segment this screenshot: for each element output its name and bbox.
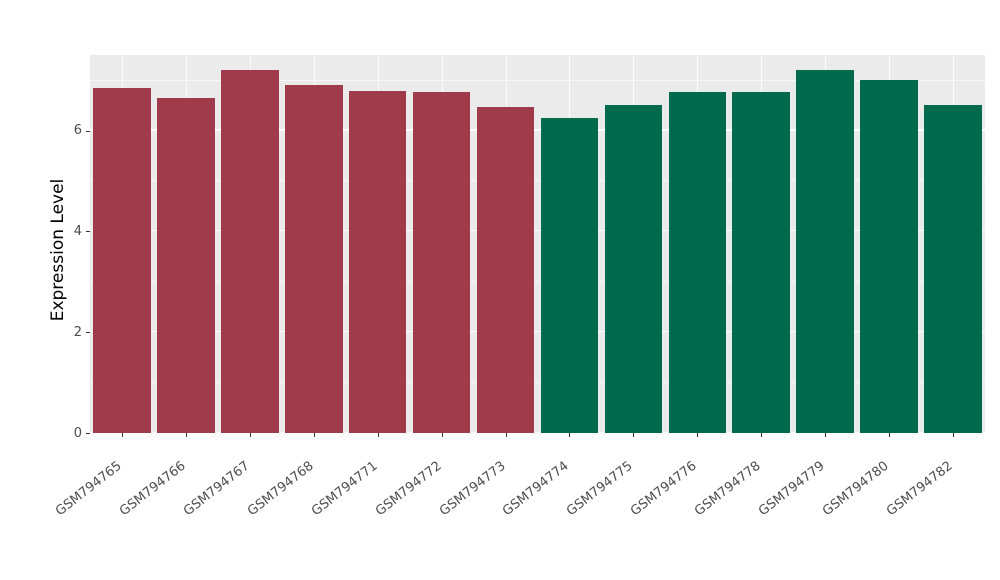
bar-GSM794782	[924, 105, 982, 433]
x-tick-mark	[569, 433, 571, 437]
plot-panel	[90, 55, 985, 433]
gridline-major	[90, 431, 985, 433]
x-tick-label: GSM794782	[884, 458, 956, 520]
x-tick-mark	[889, 433, 891, 437]
y-tick-mark	[86, 332, 90, 334]
bar-GSM794776	[668, 91, 727, 433]
y-tick-label: 0	[73, 425, 82, 441]
gridline-minor	[90, 180, 985, 181]
gridline-major	[90, 129, 985, 131]
x-tick-label: GSM794767	[180, 458, 253, 520]
y-tick-label: 2	[73, 324, 82, 340]
x-tick-mark	[377, 433, 379, 437]
x-tick-mark	[313, 433, 315, 437]
x-tick-mark	[825, 433, 827, 437]
y-tick-mark	[86, 231, 90, 233]
bar-GSM794767	[221, 70, 279, 433]
bar-GSM794774	[540, 118, 599, 433]
bar-GSM794778	[732, 91, 790, 433]
x-tick-label: GSM794772	[372, 458, 445, 520]
gridline-major	[90, 330, 985, 333]
bar-GSM794765	[93, 87, 151, 433]
gridline-major	[90, 230, 985, 232]
x-tick-label: GSM794768	[244, 458, 317, 520]
y-axis-title: Expression Level	[48, 178, 68, 322]
bar-GSM794768	[284, 85, 343, 433]
x-tick-mark	[505, 433, 507, 437]
x-tick-mark	[121, 433, 123, 437]
x-tick-label: GSM794766	[116, 458, 189, 520]
gridline-minor	[90, 79, 985, 81]
y-tick-label: 6	[73, 123, 82, 139]
y-tick-mark	[86, 433, 90, 434]
gridline-minor	[90, 381, 985, 383]
bar-GSM794779	[796, 70, 854, 433]
x-tick-mark	[697, 433, 699, 437]
x-tick-label: GSM794780	[820, 458, 892, 520]
y-tick-label: 4	[73, 223, 82, 239]
bar-GSM794775	[604, 105, 663, 433]
bar-GSM794771	[348, 91, 407, 433]
gridline-minor	[90, 281, 985, 282]
bar-GSM794773	[476, 106, 535, 433]
x-tick-mark	[249, 433, 251, 437]
y-tick-mark	[86, 130, 90, 132]
x-tick-mark	[633, 433, 635, 437]
x-tick-mark	[953, 433, 955, 437]
x-tick-mark	[761, 433, 763, 437]
bar-GSM794772	[412, 91, 471, 433]
x-tick-mark	[441, 433, 443, 437]
x-tick-mark	[185, 433, 187, 437]
x-tick-label: GSM794771	[308, 458, 381, 520]
bar-GSM794780	[860, 80, 918, 433]
bar-GSM794766	[157, 97, 215, 433]
